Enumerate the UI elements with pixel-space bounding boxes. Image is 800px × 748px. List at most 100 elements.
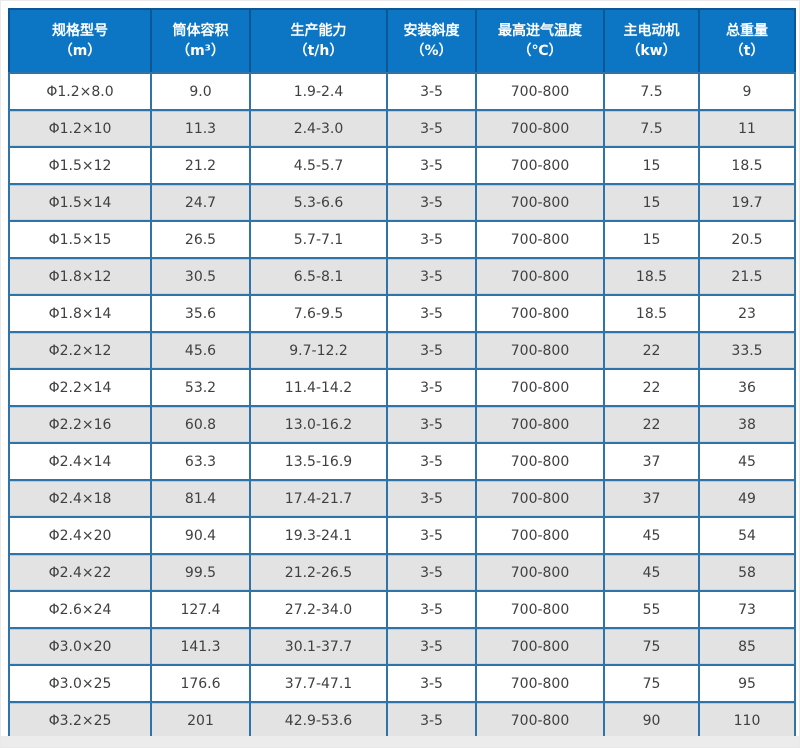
table-cell: 45 [603, 516, 700, 555]
column-title: 生产能力 [290, 23, 347, 39]
table-row: Φ1.5×15 26.5 5.7-7.1 3-5 700-800 15 20.5 [8, 220, 796, 259]
table-row: Φ1.2×8.0 9.0 1.9-2.4 3-5 700-800 7.5 9 [8, 72, 796, 111]
table-cell: 75 [603, 664, 700, 703]
table-cell: 73 [698, 590, 796, 629]
table-cell: 3-5 [386, 553, 477, 592]
table-cell: 3-5 [386, 257, 477, 296]
table-cell: Φ2.4×22 [8, 553, 152, 592]
table-cell: 4.5-5.7 [249, 146, 388, 185]
table-cell: 700-800 [475, 146, 605, 185]
column-header-4: 安装斜度 （%） [386, 8, 477, 74]
table-cell: Φ2.6×24 [8, 590, 152, 629]
table-cell: 45 [698, 442, 796, 481]
table-cell: 700-800 [475, 553, 605, 592]
table-row: Φ2.4×22 99.5 21.2-26.5 3-5 700-800 45 58 [8, 553, 796, 592]
table-cell: 45.6 [150, 331, 251, 370]
table-cell: 15 [603, 183, 700, 222]
table-cell: 11.4-14.2 [249, 368, 388, 407]
table-cell: Φ1.2×8.0 [8, 72, 152, 111]
table-cell: Φ2.4×18 [8, 479, 152, 518]
table-cell: 99.5 [150, 553, 251, 592]
table-cell: 3-5 [386, 442, 477, 481]
table-cell: Φ2.2×14 [8, 368, 152, 407]
table-cell: 700-800 [475, 183, 605, 222]
table-cell: 3-5 [386, 701, 477, 740]
table-cell: Φ1.5×14 [8, 183, 152, 222]
table-row: Φ1.5×12 21.2 4.5-5.7 3-5 700-800 15 18.5 [8, 146, 796, 185]
table-cell: 176.6 [150, 664, 251, 703]
table-row: Φ2.2×14 53.2 11.4-14.2 3-5 700-800 22 36 [8, 368, 796, 407]
table-cell: 3-5 [386, 590, 477, 629]
table-cell: 3-5 [386, 405, 477, 444]
table-cell: 700-800 [475, 516, 605, 555]
column-unit: （℃） [517, 43, 563, 59]
table-cell: 36 [698, 368, 796, 407]
table-cell: 21.5 [698, 257, 796, 296]
table-cell: 27.2-34.0 [249, 590, 388, 629]
table-cell: 30.5 [150, 257, 251, 296]
table-cell: 141.3 [150, 627, 251, 666]
spec-table-container: 规格型号 （m） 筒体容积 （m³） 生产能力 （t/h） 安装斜度 （%） 最高进气温度 （℃）… [8, 8, 796, 740]
table-row: Φ1.8×14 35.6 7.6-9.5 3-5 700-800 18.5 23 [8, 294, 796, 333]
table-row: Φ1.8×12 30.5 6.5-8.1 3-5 700-800 18.5 21.5 [8, 257, 796, 296]
table-cell: 700-800 [475, 627, 605, 666]
table-cell: 9 [698, 72, 796, 111]
table-cell: 700-800 [475, 72, 605, 111]
table-cell: 11 [698, 109, 796, 148]
table-row: Φ3.0×20 141.3 30.1-37.7 3-5 700-800 75 85 [8, 627, 796, 666]
table-cell: 6.5-8.1 [249, 257, 388, 296]
table-cell: 90.4 [150, 516, 251, 555]
table-cell: 22 [603, 368, 700, 407]
table-cell: 201 [150, 701, 251, 740]
table-cell: Φ1.8×14 [8, 294, 152, 333]
table-cell: 23 [698, 294, 796, 333]
table-cell: 90 [603, 701, 700, 740]
table-cell: 1.9-2.4 [249, 72, 388, 111]
table-cell: 21.2 [150, 146, 251, 185]
table-cell: 13.0-16.2 [249, 405, 388, 444]
table-cell: 24.7 [150, 183, 251, 222]
table-row: Φ1.5×14 24.7 5.3-6.6 3-5 700-800 15 19.7 [8, 183, 796, 222]
table-cell: 3-5 [386, 220, 477, 259]
table-cell: 33.5 [698, 331, 796, 370]
table-cell: 2.4-3.0 [249, 109, 388, 148]
table-cell: Φ1.5×12 [8, 146, 152, 185]
table-row: Φ2.6×24 127.4 27.2-34.0 3-5 700-800 55 73 [8, 590, 796, 629]
table-cell: 81.4 [150, 479, 251, 518]
table-cell: Φ2.2×12 [8, 331, 152, 370]
column-unit: （m） [58, 43, 102, 59]
column-title: 筒体容积 [172, 23, 229, 39]
column-header-6: 主电动机 （kw） [603, 8, 700, 74]
table-cell: 3-5 [386, 109, 477, 148]
column-header-5: 最高进气温度 （℃） [475, 8, 605, 74]
table-cell: 3-5 [386, 664, 477, 703]
table-cell: 3-5 [386, 368, 477, 407]
table-cell: 3-5 [386, 146, 477, 185]
table-row: Φ2.4×20 90.4 19.3-24.1 3-5 700-800 45 54 [8, 516, 796, 555]
table-cell: 9.7-12.2 [249, 331, 388, 370]
column-header-3: 生产能力 （t/h） [249, 8, 388, 74]
table-row: Φ2.4×14 63.3 13.5-16.9 3-5 700-800 37 45 [8, 442, 796, 481]
table-cell: 85 [698, 627, 796, 666]
table-cell: 700-800 [475, 701, 605, 740]
table-cell: 21.2-26.5 [249, 553, 388, 592]
column-title: 主电动机 [623, 23, 680, 39]
table-cell: 37 [603, 479, 700, 518]
table-cell: 13.5-16.9 [249, 442, 388, 481]
table-cell: 75 [603, 627, 700, 666]
table-cell: 58 [698, 553, 796, 592]
table-cell: 110 [698, 701, 796, 740]
column-title: 总重量 [726, 23, 768, 39]
table-cell: 53.2 [150, 368, 251, 407]
table-cell: 11.3 [150, 109, 251, 148]
table-cell: 3-5 [386, 331, 477, 370]
table-cell: 5.3-6.6 [249, 183, 388, 222]
table-cell: 700-800 [475, 590, 605, 629]
table-cell: 18.5 [603, 257, 700, 296]
table-row: Φ2.2×12 45.6 9.7-12.2 3-5 700-800 22 33.5 [8, 331, 796, 370]
table-cell: 45 [603, 553, 700, 592]
table-cell: 17.4-21.7 [249, 479, 388, 518]
table-cell: 35.6 [150, 294, 251, 333]
table-cell: 3-5 [386, 72, 477, 111]
table-header-row: 规格型号 （m） 筒体容积 （m³） 生产能力 （t/h） 安装斜度 （%） 最高进气温度 （℃）… [8, 8, 796, 74]
